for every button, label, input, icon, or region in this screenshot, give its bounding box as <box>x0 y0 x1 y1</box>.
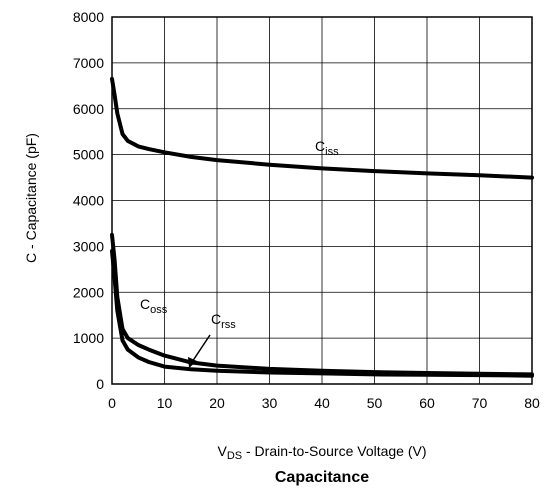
chart-caption: Capacitance <box>275 469 369 486</box>
y-tick-label: 8000 <box>73 9 104 25</box>
series-lines <box>110 76 534 378</box>
x-tick-label: 60 <box>419 395 435 411</box>
series-crss-line <box>110 249 534 378</box>
y-axis-label: C - Capacitance (pF) <box>23 133 39 263</box>
x-tick-label: 40 <box>314 395 330 411</box>
x-tick-label: 80 <box>524 395 540 411</box>
crss-label: Crss <box>211 311 236 331</box>
x-tick-label: 10 <box>157 395 173 411</box>
x-tick-label: 20 <box>209 395 225 411</box>
series-coss-line <box>110 232 534 377</box>
y-tick-label: 3000 <box>73 238 104 254</box>
x-axis-label-main: V <box>217 443 227 459</box>
x-tick-label: 70 <box>472 395 488 411</box>
x-axis-label-sub: DS <box>227 450 242 462</box>
crss-pointer-arrow <box>191 334 211 363</box>
series-ciss-line <box>110 76 534 180</box>
ciss-label: Ciss <box>315 138 339 158</box>
y-tick-label: 6000 <box>73 101 104 117</box>
grid <box>111 16 533 385</box>
coss-label-sub: oss <box>150 304 168 316</box>
x-tick-label: 50 <box>367 395 383 411</box>
plot-frame <box>111 16 533 385</box>
ciss-label-main: C <box>315 138 325 154</box>
x-tick-label: 30 <box>262 395 278 411</box>
y-tick-label: 1000 <box>73 330 104 346</box>
crss-label-main: C <box>211 311 221 327</box>
y-tick-label: 7000 <box>73 55 104 71</box>
y-tick-label: 4000 <box>73 193 104 209</box>
ciss-label-sub: iss <box>325 146 339 158</box>
y-tick-label: 0 <box>96 376 104 392</box>
x-tick-label: 0 <box>108 395 116 411</box>
x-axis-label: VDS - Drain-to-Source Voltage (V) <box>217 443 426 462</box>
tick-labels: 0 10 20 30 40 50 60 70 80 0 1000 2000 3000 4000 5000 60… <box>73 9 540 411</box>
crss-label-sub: rss <box>221 319 236 331</box>
x-axis-label-rest: - Drain-to-Source Voltage (V) <box>242 443 426 459</box>
coss-label: Coss <box>140 296 168 316</box>
y-tick-label: 2000 <box>73 284 104 300</box>
y-tick-label: 5000 <box>73 147 104 163</box>
coss-label-main: C <box>140 296 150 312</box>
crss-pointer-arrowhead <box>188 357 197 368</box>
